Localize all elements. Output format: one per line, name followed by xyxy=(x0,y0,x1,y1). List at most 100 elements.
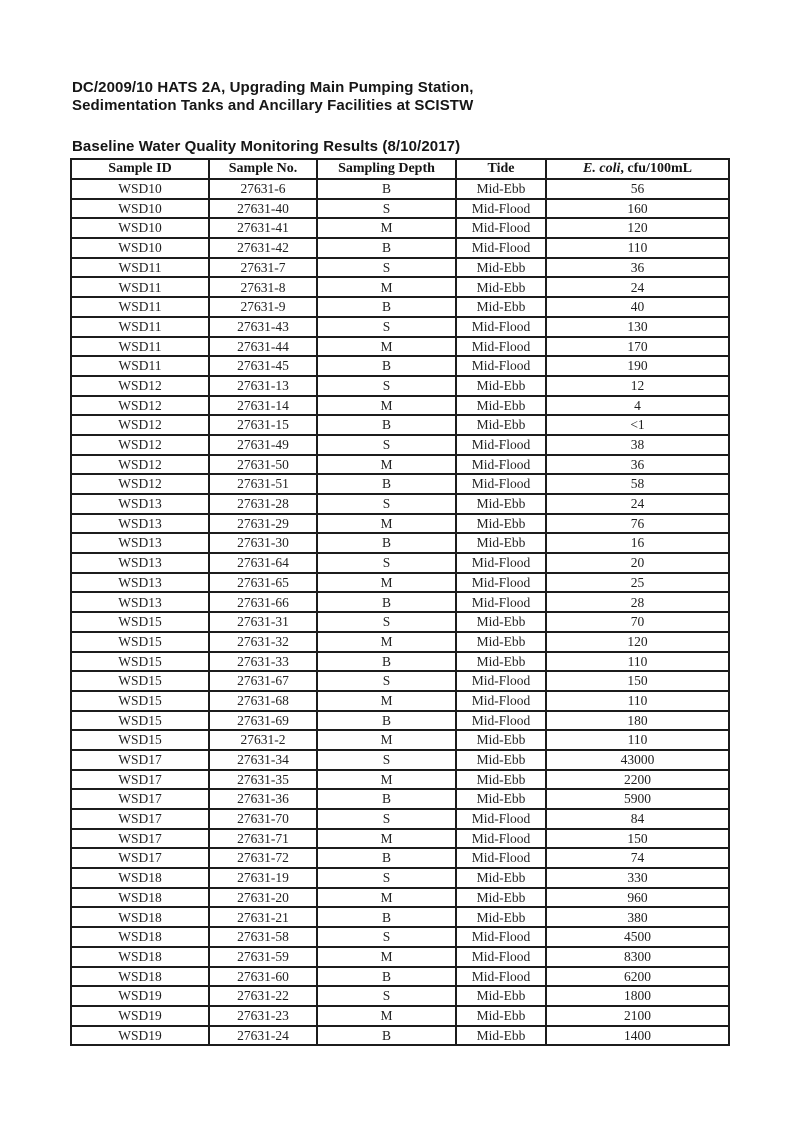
cell-sampling-depth: M xyxy=(316,630,457,653)
cell-sample-id: WSD11 xyxy=(70,355,210,377)
cell-sampling-depth: S xyxy=(316,670,457,692)
cell-sampling-depth: B xyxy=(316,591,457,614)
cell-sample-id: WSD18 xyxy=(70,965,210,988)
cell-sample-no: 27631-9 xyxy=(208,296,318,318)
cell-sample-no: 27631-21 xyxy=(208,906,318,929)
cell-sample-id: WSD10 xyxy=(70,178,210,200)
cell-sampling-depth: S xyxy=(316,552,457,574)
cell-ecoli-value: 2200 xyxy=(545,768,730,791)
ecoli-unit-label: , cfu/100mL xyxy=(620,161,692,176)
cell-sampling-depth: M xyxy=(316,768,457,791)
cell-tide: Mid-Ebb xyxy=(455,650,547,673)
cell-sample-no: 27631-7 xyxy=(208,256,318,279)
cell-sampling-depth: S xyxy=(316,197,457,220)
table-row: WSD11 27631-45 B Mid-Flood 190 xyxy=(70,355,730,377)
cell-sampling-depth: M xyxy=(316,276,457,299)
table-row: WSD18 27631-58 S Mid-Flood 4500 xyxy=(70,926,730,948)
table-row: WSD15 27631-32 M Mid-Ebb 120 xyxy=(70,630,730,653)
cell-ecoli-value: 130 xyxy=(545,315,730,338)
table-row: WSD18 27631-19 S Mid-Ebb 330 xyxy=(70,867,730,889)
cell-sampling-depth: M xyxy=(316,571,457,594)
cell-sampling-depth: B xyxy=(316,965,457,988)
cell-sample-id: WSD17 xyxy=(70,847,210,870)
cell-sampling-depth: M xyxy=(316,886,457,909)
cell-sample-id: WSD18 xyxy=(70,945,210,968)
cell-ecoli-value: 24 xyxy=(545,276,730,299)
cell-sampling-depth: S xyxy=(316,433,457,456)
cell-sample-no: 27631-41 xyxy=(208,217,318,240)
cell-tide: Mid-Ebb xyxy=(455,630,547,653)
cell-sample-id: WSD17 xyxy=(70,808,210,830)
cell-sample-id: WSD15 xyxy=(70,630,210,653)
cell-tide: Mid-Ebb xyxy=(455,178,547,200)
cell-ecoli-value: 16 xyxy=(545,532,730,555)
cell-ecoli-value: 150 xyxy=(545,827,730,850)
cell-sampling-depth: M xyxy=(316,689,457,712)
cell-sample-no: 27631-20 xyxy=(208,886,318,909)
cell-sample-no: 27631-14 xyxy=(208,394,318,417)
cell-tide: Mid-Ebb xyxy=(455,886,547,909)
cell-ecoli-value: 180 xyxy=(545,709,730,732)
cell-sample-id: WSD11 xyxy=(70,335,210,358)
results-table-body: WSD10 27631-6 B Mid-Ebb 56 WSD10 27631-40 S Mid-… xyxy=(70,178,730,1047)
col-header-sample-no: Sample No. xyxy=(208,158,318,180)
cell-tide: Mid-Flood xyxy=(455,197,547,220)
cell-sample-no: 27631-22 xyxy=(208,985,318,1007)
cell-sample-no: 27631-36 xyxy=(208,788,318,810)
cell-sample-id: WSD19 xyxy=(70,985,210,1007)
cell-tide: Mid-Flood xyxy=(455,335,547,358)
cell-ecoli-value: 960 xyxy=(545,886,730,909)
table-caption: Baseline Water Quality Monitoring Result… xyxy=(72,138,461,155)
cell-ecoli-value: 160 xyxy=(545,197,730,220)
table-row: WSD12 27631-49 S Mid-Flood 38 xyxy=(70,433,730,456)
cell-tide: Mid-Ebb xyxy=(455,611,547,633)
cell-sample-no: 27631-8 xyxy=(208,276,318,299)
cell-sample-id: WSD12 xyxy=(70,453,210,476)
cell-sample-no: 27631-72 xyxy=(208,847,318,870)
table-row: WSD17 27631-71 M Mid-Flood 150 xyxy=(70,827,730,850)
cell-sample-id: WSD18 xyxy=(70,886,210,909)
cell-tide: Mid-Ebb xyxy=(455,768,547,791)
table-row: WSD19 27631-22 S Mid-Ebb 1800 xyxy=(70,985,730,1007)
cell-tide: Mid-Flood xyxy=(455,689,547,712)
cell-ecoli-value: 25 xyxy=(545,571,730,594)
cell-sample-id: WSD15 xyxy=(70,729,210,751)
cell-tide: Mid-Ebb xyxy=(455,729,547,751)
cell-sampling-depth: M xyxy=(316,394,457,417)
cell-sample-no: 27631-49 xyxy=(208,433,318,456)
cell-ecoli-value: 36 xyxy=(545,453,730,476)
cell-sample-id: WSD13 xyxy=(70,571,210,594)
cell-sample-id: WSD19 xyxy=(70,1024,210,1047)
cell-sampling-depth: B xyxy=(316,906,457,929)
col-header-tide: Tide xyxy=(455,158,547,180)
table-row: WSD12 27631-14 M Mid-Ebb 4 xyxy=(70,394,730,417)
col-header-ecoli: E. coli, cfu/100mL xyxy=(545,158,730,180)
cell-ecoli-value: 170 xyxy=(545,335,730,358)
cell-sample-no: 27631-30 xyxy=(208,532,318,555)
table-row: WSD10 27631-6 B Mid-Ebb 56 xyxy=(70,178,730,200)
ecoli-species-label: E. coli xyxy=(583,161,621,176)
cell-tide: Mid-Flood xyxy=(455,965,547,988)
cell-sample-id: WSD12 xyxy=(70,433,210,456)
cell-sample-no: 27631-69 xyxy=(208,709,318,732)
cell-sampling-depth: M xyxy=(316,453,457,476)
cell-ecoli-value: 110 xyxy=(545,689,730,712)
cell-tide: Mid-Ebb xyxy=(455,906,547,929)
cell-sampling-depth: B xyxy=(316,709,457,732)
table-row: WSD12 27631-15 B Mid-Ebb <1 xyxy=(70,414,730,436)
cell-sampling-depth: B xyxy=(316,473,457,495)
cell-sample-id: WSD13 xyxy=(70,512,210,535)
cell-sample-id: WSD17 xyxy=(70,768,210,791)
cell-tide: Mid-Ebb xyxy=(455,256,547,279)
cell-sample-no: 27631-33 xyxy=(208,650,318,673)
cell-ecoli-value: 70 xyxy=(545,611,730,633)
cell-ecoli-value: 150 xyxy=(545,670,730,692)
table-row: WSD17 27631-72 B Mid-Flood 74 xyxy=(70,847,730,870)
cell-sample-id: WSD13 xyxy=(70,493,210,515)
cell-ecoli-value: 330 xyxy=(545,867,730,889)
cell-tide: Mid-Ebb xyxy=(455,414,547,436)
cell-sample-id: WSD11 xyxy=(70,315,210,338)
cell-sample-no: 27631-58 xyxy=(208,926,318,948)
cell-sample-id: WSD17 xyxy=(70,827,210,850)
cell-sample-no: 27631-34 xyxy=(208,748,318,771)
